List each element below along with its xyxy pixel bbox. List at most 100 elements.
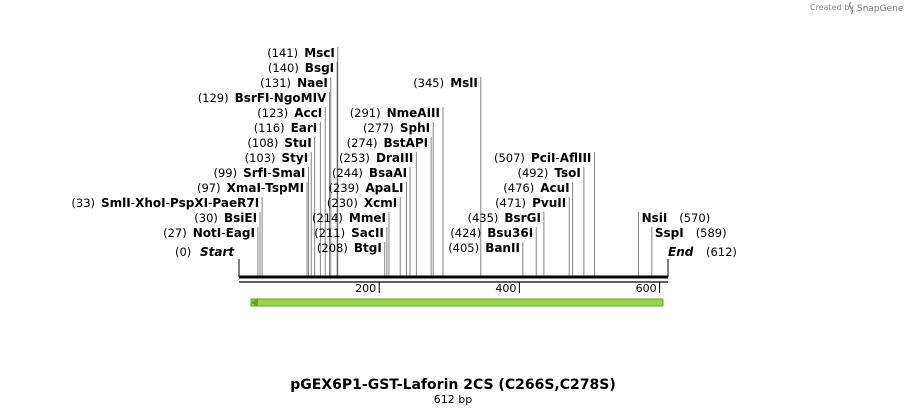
site-enzyme-name: ApaLI xyxy=(365,181,403,195)
site-bstapi: (274) BstAPI xyxy=(347,136,432,276)
site-enzyme-name: AcuI xyxy=(540,181,569,195)
site-position: (230) xyxy=(327,196,358,210)
map-length: 612 bp xyxy=(434,393,472,406)
site-separator: - xyxy=(208,196,212,210)
site-position: (140) xyxy=(268,61,299,75)
site-position: (570) xyxy=(679,211,710,225)
site-position: (99) xyxy=(214,166,238,180)
site-acui: (476) AcuI xyxy=(503,181,574,276)
site-enzyme-name: AccI xyxy=(294,106,322,120)
site-enzyme-name: XcmI xyxy=(364,196,397,210)
site-position: (97) xyxy=(197,181,221,195)
site-enzyme-name: SacII xyxy=(351,226,384,240)
site-tsoi: (492) TsoI xyxy=(518,166,585,276)
site-naei: (131) NaeI xyxy=(260,76,332,276)
site-position: (405) xyxy=(448,241,479,255)
site-msci: (141) MscI xyxy=(267,46,339,276)
ruler-tick-label: 400 xyxy=(495,282,516,295)
site-position: (476) xyxy=(503,181,534,195)
site-enzyme-name: BstAPI xyxy=(384,136,429,150)
start-label: Start xyxy=(200,245,235,259)
site-btgi: (208) BtgI xyxy=(317,241,386,276)
site-position: (244) xyxy=(332,166,363,180)
site-position: (129) xyxy=(198,91,229,105)
start-position: (0) xyxy=(175,245,191,259)
site-acci: (123) AccI xyxy=(257,106,326,276)
ruler-tick-label: 600 xyxy=(636,282,657,295)
site-separator: - xyxy=(166,196,170,210)
site-separator: - xyxy=(270,91,274,105)
site-enzyme-name: SrfI xyxy=(243,166,267,180)
site-enzyme-name: TspMI xyxy=(265,181,304,195)
site-sphi: (277) SphI xyxy=(363,121,434,276)
restriction-sites: (33) SmlI - XhoI - PspXI - PaeR7I(30) BsiE… xyxy=(71,46,727,276)
site-bsu36i: (424) Bsu36I xyxy=(450,226,537,276)
site-position: (30) xyxy=(194,211,218,225)
site-enzyme-name: AflIII xyxy=(560,151,592,165)
site-position: (211) xyxy=(314,226,345,240)
site-position: (492) xyxy=(518,166,549,180)
ruler: 200 400 600 xyxy=(355,282,661,295)
site-sacii: (211) SacII xyxy=(314,226,388,276)
site-nsii: NsiI (570) xyxy=(638,211,710,276)
site-msli: (345) MslI xyxy=(413,76,482,276)
site-position: (116) xyxy=(254,121,285,135)
site-xcmi: (230) XcmI xyxy=(327,196,401,276)
brand-name: SnapGene xyxy=(857,4,904,14)
site-enzyme-name: NaeI xyxy=(297,76,328,90)
site-enzyme-name: SmaI xyxy=(272,166,306,180)
site-pvuii: (471) PvuII xyxy=(495,196,570,276)
site-position: (345) xyxy=(413,76,444,90)
site-position: (108) xyxy=(247,136,278,150)
site-position: (239) xyxy=(329,181,360,195)
feature-arrow xyxy=(250,298,664,307)
site-draiii: (253) DraIII xyxy=(339,151,417,276)
site-bsaai: (244) BsaAI xyxy=(332,166,411,276)
site-enzyme-name: PaeR7I xyxy=(212,196,259,210)
site-separator: - xyxy=(267,166,271,180)
site-bsgi: (140) BsgI xyxy=(268,61,338,276)
site-enzyme-name: SmlI xyxy=(101,196,131,210)
site-position: (507) xyxy=(494,151,525,165)
site-position: (589) xyxy=(696,226,727,240)
site-enzyme-name: SspI xyxy=(655,226,684,240)
site-pcii: (507) PciI - AflIII xyxy=(494,151,595,276)
site-position: (471) xyxy=(495,196,526,210)
site-enzyme-name: PvuII xyxy=(532,196,566,210)
site-enzyme-name: MscI xyxy=(304,46,335,60)
site-position: (253) xyxy=(339,151,370,165)
site-enzyme-name: StyI xyxy=(282,151,309,165)
site-enzyme-name: SphI xyxy=(400,121,430,135)
ruler-tick-label: 200 xyxy=(355,282,376,295)
site-enzyme-name: PciI xyxy=(531,151,556,165)
end-position: (612) xyxy=(706,245,737,259)
site-separator: - xyxy=(131,196,135,210)
site-eari: (116) EarI xyxy=(254,121,321,276)
site-apali: (239) ApaLI xyxy=(329,181,407,276)
site-position: (27) xyxy=(163,226,187,240)
site-position: (214) xyxy=(312,211,343,225)
site-sspi: SspI (589) xyxy=(651,226,727,276)
site-enzyme-name: MslI xyxy=(450,76,478,90)
site-bsiei: (30) BsiEI xyxy=(194,211,261,276)
site-enzyme-name: StuI xyxy=(284,136,311,150)
site-srfi: (99) SrfI - SmaI xyxy=(214,166,309,276)
site-enzyme-name: BsiEI xyxy=(224,211,257,225)
site-enzyme-name: BanII xyxy=(485,241,520,255)
site-enzyme-name: BsaAI xyxy=(369,166,407,180)
site-enzyme-name: EarI xyxy=(291,121,318,135)
site-enzyme-name: DraIII xyxy=(376,151,413,165)
site-enzyme-name: BtgI xyxy=(354,241,382,255)
site-enzyme-name: PspXI xyxy=(170,196,208,210)
site-enzyme-name: EagI xyxy=(226,226,255,240)
dna-backbone xyxy=(238,259,669,283)
site-noti: (27) NotI - EagI xyxy=(163,226,259,276)
created-by-text: Created by xyxy=(810,3,854,12)
site-position: (103) xyxy=(245,151,276,165)
site-position: (33) xyxy=(71,196,95,210)
site-enzyme-name: BsrFI xyxy=(235,91,270,105)
site-enzyme-name: NgoMIV xyxy=(274,91,327,105)
site-position: (123) xyxy=(257,106,288,120)
site-position: (277) xyxy=(363,121,394,135)
